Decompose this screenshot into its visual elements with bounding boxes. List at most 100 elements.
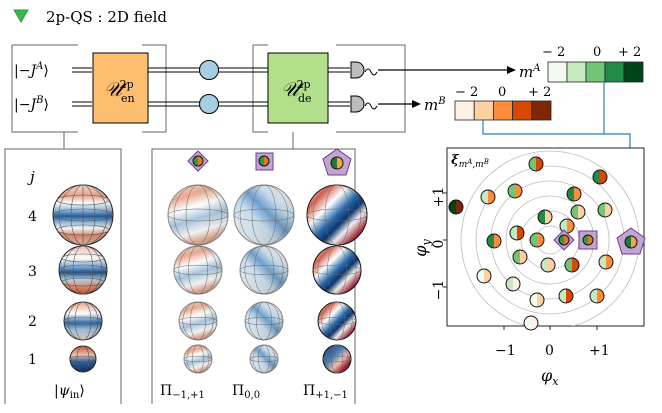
projection-sphere-2-1 (312, 245, 362, 295)
colorscale-ma-swatch-3 (604, 61, 625, 83)
output-label-a: mA (519, 63, 540, 81)
scatter-point-10 (509, 225, 525, 241)
scale-ma-tick-1: 0 (593, 45, 601, 60)
projection-marker-diamond-dot (192, 155, 204, 167)
output-label-b: mB (424, 96, 446, 114)
input-state-b: |−JB⟩ (14, 95, 49, 113)
y-tick-0: 0 (431, 240, 447, 249)
scatter-point-4 (507, 183, 523, 199)
scatter-marker-diamond-dot (558, 234, 570, 246)
scatter-point-0 (528, 156, 544, 172)
row-label-3: 3 (28, 264, 37, 280)
scatter-marker-square-dot (582, 234, 594, 246)
projection-sphere-0-3 (183, 344, 213, 374)
projection-sphere-1-3 (249, 344, 279, 374)
scatter-point-22 (523, 315, 539, 331)
input-states-panel: j 4 3 2 1 (4, 132, 122, 404)
sphere-j1 (69, 345, 97, 373)
scatter-point-14 (540, 257, 556, 273)
colorscale-mb-swatch-3 (512, 100, 533, 121)
scatter-point-13 (512, 249, 528, 265)
x-tick-neg1: −1 (495, 343, 516, 359)
scatter-marker-pentagon-dot (624, 235, 638, 249)
projection-marker-pentagon-dot (330, 156, 344, 170)
row-label-1: 1 (28, 352, 37, 368)
projection-caption-0: Π−1,+1 (160, 383, 205, 401)
circuit-node-a (199, 60, 219, 80)
figure-title: 2p-QS : 2D field (46, 8, 167, 26)
scatter-point-17 (476, 268, 492, 284)
y-tick-neg1: −1 (431, 280, 447, 301)
colorscale-ma-swatch-1 (566, 61, 587, 83)
projection-sphere-2-3 (322, 344, 352, 374)
scatter-point-12 (559, 218, 575, 234)
colorscale-mb-swatch-0 (454, 100, 475, 121)
scatter-point-19 (529, 292, 545, 308)
measurement-a-icon (350, 61, 378, 79)
projection-marker-square-dot (258, 155, 270, 167)
colorscale-mb-swatch-1 (473, 100, 494, 121)
scale-mb-tick-2: + 2 (528, 85, 551, 100)
connector-mb (482, 120, 604, 135)
encoder-block (92, 52, 149, 124)
projection-sphere-0-0 (167, 184, 229, 246)
j-axis-label: j (27, 168, 35, 186)
scatter-point-1 (592, 169, 608, 185)
y-tick-pos1: +1 (431, 187, 447, 208)
circuit-node-b (199, 94, 219, 114)
projection-caption-2: Π+1,−1 (303, 383, 348, 401)
scatter-point-3 (480, 189, 496, 205)
scatter-point-5 (566, 186, 582, 202)
colorscale-mb-swatch-2 (492, 100, 513, 121)
colorscale-mb-swatch-4 (531, 100, 552, 121)
colorscale-ma-swatch-4 (623, 61, 644, 83)
scatter-point-8 (597, 202, 613, 218)
projection-sphere-1-0 (233, 184, 295, 246)
x-tick-pos1: +1 (589, 343, 610, 359)
projection-sphere-2-0 (306, 184, 368, 246)
scatter-point-20 (558, 288, 574, 304)
projection-panel: Π−1,+1 Π0,0 Π+1,−1 (151, 132, 368, 404)
scatter-point-2 (448, 199, 464, 215)
x-tick-0: 0 (545, 343, 554, 359)
projection-sphere-0-1 (173, 245, 223, 295)
scatter-point-21 (589, 288, 605, 304)
scatter-point-6 (537, 209, 553, 225)
colorscale-ma-swatch-2 (585, 61, 606, 83)
colorscale-ma (547, 61, 644, 83)
y-axis-label: φy (411, 239, 433, 257)
input-state-a: |−JA⟩ (14, 61, 49, 79)
sphere-j3 (58, 245, 108, 295)
scale-mb-tick-1: 0 (498, 85, 506, 100)
colorscale-ma-swatch-0 (547, 61, 568, 83)
projection-sphere-2-2 (317, 301, 357, 341)
sphere-j4 (52, 184, 114, 246)
scatter-point-9 (486, 233, 502, 249)
scatter-point-16 (598, 254, 614, 270)
scatter-point-11 (529, 232, 545, 248)
sphere-j2 (63, 301, 103, 341)
encoder-label: 𝒰en2p (104, 77, 135, 105)
projection-sphere-0-2 (178, 301, 218, 341)
x-axis-label: φx (541, 366, 559, 388)
decoder-block (267, 52, 329, 124)
measurement-b-icon (350, 95, 378, 113)
row-label-2: 2 (28, 314, 37, 330)
scatter-point-7 (570, 204, 586, 220)
title-triangle-icon (13, 9, 29, 23)
input-state-caption: |ψin⟩ (54, 383, 85, 401)
scale-mb-tick-0: − 2 (455, 85, 478, 100)
decoder-label: 𝒰de2p (281, 77, 312, 105)
projection-sphere-1-1 (239, 245, 289, 295)
scale-ma-tick-0: − 2 (542, 45, 565, 60)
colorscale-mb (454, 100, 552, 121)
scale-ma-tick-2: + 2 (618, 45, 641, 60)
projection-sphere-1-2 (244, 301, 284, 341)
circuit-diagram: |−JA⟩ |−JB⟩ 𝒰en2p 𝒰de2p mA mB (11, 44, 540, 133)
projection-caption-1: Π0,0 (232, 383, 260, 401)
row-label-4: 4 (28, 209, 37, 225)
scatter-panel: ξmA,mB −1 0 +1 φx +1 0 −1 φy (411, 147, 646, 388)
scatter-point-18 (505, 276, 521, 292)
